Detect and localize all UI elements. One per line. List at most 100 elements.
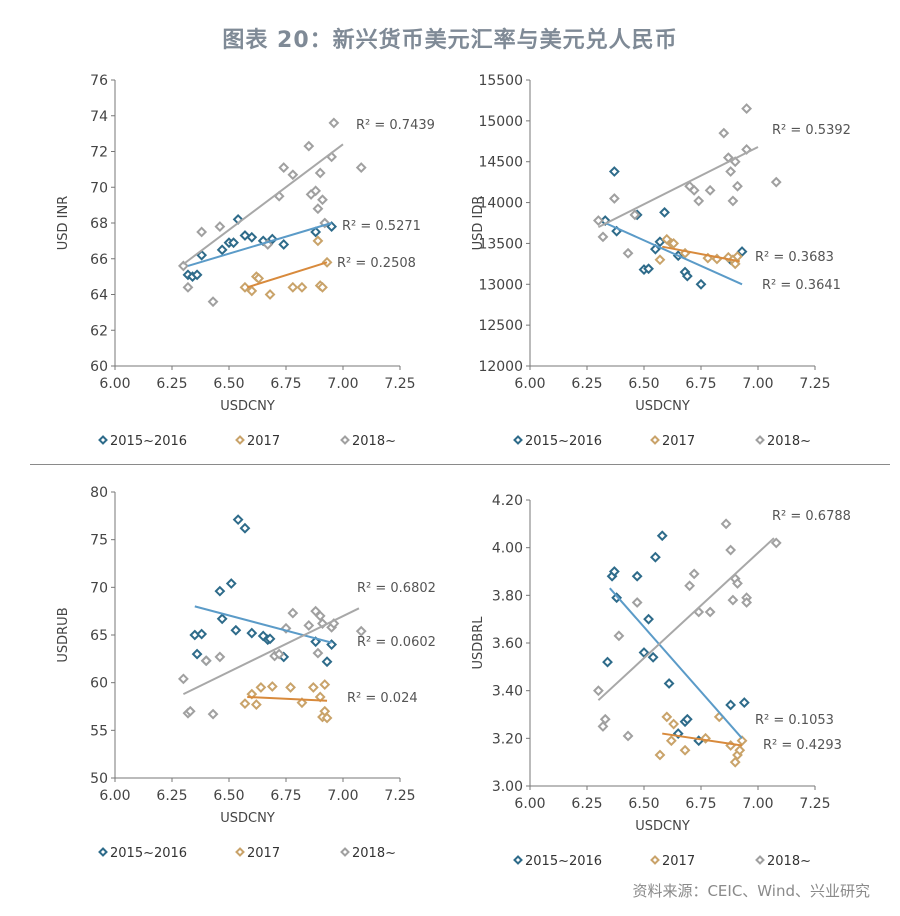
data-point [246, 231, 258, 243]
series-0 [602, 530, 750, 747]
trendline [662, 732, 743, 747]
data-point [599, 713, 611, 725]
data-point [684, 580, 696, 592]
data-point [602, 656, 613, 668]
y-tick-label: 65 [90, 628, 108, 644]
data-point [317, 194, 328, 206]
y-tick-label: 50 [90, 771, 108, 787]
x-tick-label: 6.25 [571, 376, 602, 392]
data-point [296, 281, 308, 293]
trendline [247, 695, 328, 702]
x-tick-label: 7.00 [742, 796, 773, 812]
legend-label: 2017 [247, 846, 280, 861]
data-point [647, 651, 659, 663]
r2-label: R² = 0.3683 [755, 250, 834, 265]
series-2 [592, 518, 782, 742]
legend-marker [755, 435, 765, 445]
y-axis-label: USDBRL [471, 616, 486, 670]
r2-label: R² = 0.5271 [342, 219, 421, 234]
data-point [239, 522, 251, 534]
legend-marker [513, 855, 523, 865]
data-point [720, 518, 732, 530]
trendline [246, 261, 328, 289]
source-note: 资料来源：CEIC、Wind、兴业研究 [632, 882, 870, 900]
y-axis-label: USD INR [56, 196, 71, 251]
legend-marker [755, 855, 765, 865]
divider [30, 464, 890, 465]
data-point [661, 711, 673, 723]
series-1 [654, 711, 748, 768]
data-point [695, 278, 707, 290]
data-point [230, 624, 242, 636]
data-point [317, 281, 328, 293]
legend-label: 2015~2016 [110, 434, 187, 449]
legend-label: 2018~ [767, 854, 811, 869]
data-point [649, 551, 661, 563]
series-0 [599, 166, 748, 290]
data-point [668, 718, 680, 730]
data-point [264, 633, 276, 645]
data-point [638, 647, 650, 658]
data-point [216, 244, 228, 256]
series-1 [239, 679, 333, 724]
data-point [182, 281, 194, 293]
data-point [355, 625, 367, 637]
x-axis-label: USDCNY [220, 811, 275, 826]
y-tick-label: 12000 [478, 359, 523, 375]
trendline [597, 537, 775, 701]
series-0 [182, 214, 338, 283]
data-point [200, 655, 212, 667]
x-tick-label: 6.25 [156, 376, 187, 392]
y-tick-label: 13000 [478, 277, 523, 293]
y-tick-label: 15500 [478, 73, 523, 89]
y-tick-label: 76 [90, 73, 108, 89]
x-tick-label: 6.50 [213, 376, 244, 392]
r2-label: R² = 0.1053 [755, 713, 834, 728]
data-point [597, 231, 609, 243]
x-tick-label: 6.00 [99, 788, 130, 804]
data-point [727, 195, 739, 207]
series-1 [239, 235, 333, 300]
x-tick-label: 6.75 [270, 788, 301, 804]
data-point [314, 167, 326, 179]
trendline [609, 587, 743, 739]
data-point [659, 206, 670, 218]
r2-label: R² = 0.2508 [337, 256, 416, 271]
r2-label: R² = 0.5392 [772, 123, 851, 138]
data-point [278, 239, 290, 250]
data-point [216, 613, 228, 625]
data-point [663, 678, 675, 689]
y-tick-label: 3.00 [492, 779, 523, 795]
x-tick-label: 6.50 [213, 788, 244, 804]
data-point [207, 708, 219, 720]
r2-label: R² = 0.3641 [762, 278, 841, 293]
data-point [207, 296, 219, 308]
data-point [704, 184, 716, 196]
y-tick-label: 15000 [478, 114, 523, 130]
legend-marker [340, 435, 350, 445]
data-point [741, 103, 753, 115]
data-point [319, 679, 331, 690]
data-point [303, 140, 315, 152]
x-tick-label: 6.25 [156, 788, 187, 804]
x-tick-label: 7.25 [384, 376, 415, 392]
x-axis-label: USDCNY [635, 819, 690, 834]
data-point [287, 281, 299, 293]
data-point [321, 712, 333, 724]
data-point [681, 713, 693, 725]
y-tick-label: 4.20 [492, 493, 523, 509]
data-point [239, 698, 251, 710]
data-point [214, 585, 226, 597]
y-tick-label: 14500 [478, 155, 523, 171]
x-tick-label: 7.25 [799, 376, 830, 392]
series-2 [177, 117, 367, 308]
data-point [679, 744, 691, 756]
data-point [654, 749, 666, 761]
chart-usdbrl: 3.00 3.20 3.40 3.60 3.80 4.00 4.20 6.00 6.25 6.50… [471, 493, 851, 869]
x-tick-label: 6.50 [628, 796, 659, 812]
chart-usdinr: 60 62 64 66 68 70 72 74 76 6.00 6.25 6.50 6.75 7.00 7.… [56, 73, 435, 449]
data-point [608, 566, 620, 577]
legend-label: 2018~ [767, 434, 811, 449]
data-point [770, 176, 782, 188]
data-point [725, 166, 737, 177]
